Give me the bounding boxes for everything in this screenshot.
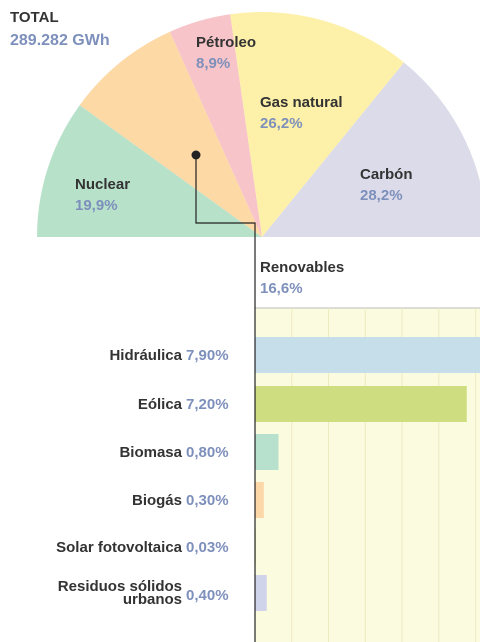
bar-label: Hidráulica: [109, 346, 182, 364]
bar-value: 0,80%: [186, 443, 229, 461]
bar: [255, 482, 264, 518]
bar-value: 0,03%: [186, 538, 229, 556]
pie-slice: [169, 14, 262, 238]
pie-slice: [262, 62, 480, 237]
bar: [255, 575, 267, 611]
bar-label: Residuos sólidos urbanos: [57, 578, 182, 608]
slice-value: 28,2%: [360, 187, 403, 204]
bar: [255, 386, 467, 422]
slice-label: Renovables: [260, 259, 344, 276]
pie-title: TOTAL: [10, 9, 59, 26]
bar: [255, 337, 480, 373]
pie-slice: [79, 31, 262, 238]
pie: [37, 11, 480, 238]
slice-value: 8,9%: [196, 55, 230, 72]
slice-label: Pétroleo: [196, 34, 256, 51]
pie-slice: [230, 11, 405, 237]
pie-slice: [37, 105, 262, 237]
bar-value: 0,40%: [186, 586, 229, 604]
slice-label: Nuclear: [75, 176, 130, 193]
bar: [255, 434, 279, 470]
slice-label: Carbón: [360, 166, 413, 183]
slice-value: 19,9%: [75, 197, 118, 214]
slice-value: 26,2%: [260, 115, 303, 132]
bar-label: Biogás: [131, 491, 182, 509]
slice-value: 16,6%: [260, 280, 303, 297]
bar-label: Biomasa: [119, 443, 182, 461]
pie-subtitle: 289.282 GWh: [10, 32, 110, 49]
bar-label: Solar fotovoltaica: [56, 538, 182, 556]
bar-value: 7,90%: [186, 346, 229, 364]
leader-line: [195, 155, 256, 240]
bar-value: 0,30%: [186, 491, 229, 509]
bar-value: 7,20%: [186, 395, 229, 413]
slice-label: Gas natural: [260, 94, 343, 111]
bar-label: Eólica: [137, 395, 182, 413]
leader-dot: [191, 150, 201, 160]
